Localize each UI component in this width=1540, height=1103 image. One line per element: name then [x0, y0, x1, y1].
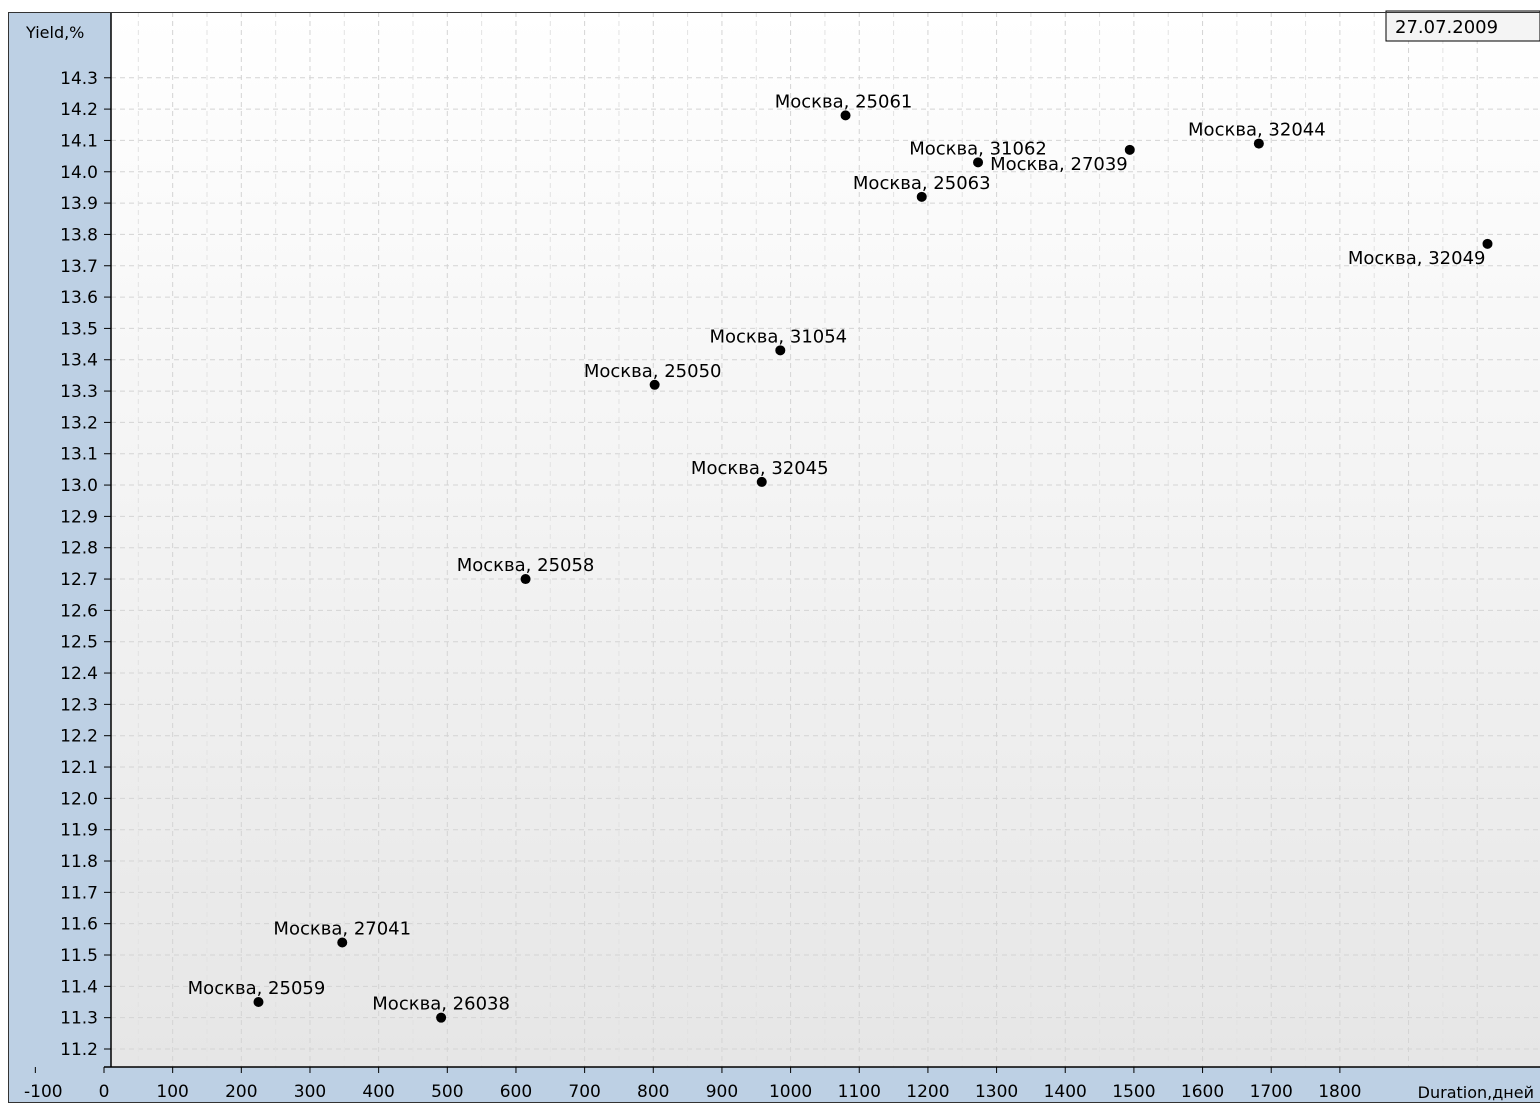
x-tick-label: 1000 [769, 1082, 812, 1102]
point-label: Москва, 32044 [1188, 120, 1326, 141]
x-axis-title: Duration,дней [1418, 1083, 1534, 1102]
x-tick-label: -100 [24, 1082, 63, 1102]
date-label: 27.07.2009 [1395, 17, 1498, 38]
y-tick-label: 12.5 [60, 633, 98, 653]
y-tick-label: 13.7 [60, 257, 98, 277]
y-tick-label: 11.7 [60, 883, 98, 903]
y-tick-label: 11.4 [60, 977, 98, 997]
y-tick-label: 12.4 [60, 664, 98, 684]
y-tick-label: 11.5 [60, 946, 98, 966]
y-tick-label: 12.7 [60, 570, 98, 590]
data-point [973, 157, 984, 168]
plot-area [111, 12, 1540, 1067]
x-tick-label: 1800 [1318, 1082, 1361, 1102]
y-axis-title: Yield,% [25, 23, 84, 42]
x-tick-label: 600 [500, 1082, 532, 1102]
point-label: Москва, 25050 [584, 361, 722, 382]
data-point [520, 574, 531, 585]
y-tick-label: 13.5 [60, 319, 98, 339]
y-tick-label: 11.3 [60, 1009, 98, 1029]
date-box [1385, 10, 1540, 42]
x-tick-label: 300 [294, 1082, 326, 1102]
data-point [337, 937, 348, 948]
y-tick-label: 13.3 [60, 382, 98, 402]
data-point [1253, 138, 1264, 149]
y-tick-label: 12.1 [60, 758, 98, 778]
point-label: Москва, 31054 [709, 326, 847, 347]
point-label: Москва, 25058 [457, 555, 595, 576]
point-label: Москва, 25063 [853, 173, 991, 194]
y-tick-label: 12.8 [60, 539, 98, 559]
x-tick-label: 1200 [906, 1082, 949, 1102]
y-tick-label: 11.2 [60, 1040, 98, 1060]
y-tick-label: 13.1 [60, 445, 98, 465]
x-tick-label: 1300 [975, 1082, 1018, 1102]
y-tick-label: 11.6 [60, 915, 98, 935]
x-tick-label: 1600 [1181, 1082, 1224, 1102]
point-label: Москва, 27039 [990, 154, 1128, 175]
data-point [840, 110, 851, 121]
y-tick-label: 13.8 [60, 225, 98, 245]
data-point [756, 476, 767, 487]
y-tick-label: 13.2 [60, 413, 98, 433]
x-tick-label: 400 [362, 1082, 394, 1102]
x-tick-label: 700 [568, 1082, 600, 1102]
y-tick-label: 12.6 [60, 601, 98, 621]
y-tick-label: 12.3 [60, 695, 98, 715]
point-label: Москва, 27041 [273, 918, 411, 939]
y-tick-label: 14.1 [60, 131, 98, 151]
y-tick-label: 11.8 [60, 852, 98, 872]
x-tick-label: 1500 [1112, 1082, 1155, 1102]
point-label: Москва, 25059 [188, 978, 326, 999]
point-label: Москва, 32045 [691, 458, 829, 479]
y-tick-label: 13.4 [60, 351, 98, 371]
point-label: Москва, 31062 [909, 138, 1047, 159]
y-tick-label: 12.2 [60, 727, 98, 747]
data-point [1124, 144, 1135, 155]
x-tick-label: 1700 [1250, 1082, 1293, 1102]
data-point [253, 997, 264, 1008]
y-tick-label: 13.0 [60, 476, 98, 496]
y-tick-label: 12.9 [60, 507, 98, 527]
data-point [649, 379, 660, 390]
point-label: Москва, 32049 [1348, 248, 1486, 269]
data-point [1482, 238, 1493, 249]
x-tick-label: 0 [99, 1082, 110, 1102]
y-tick-label: 11.9 [60, 821, 98, 841]
x-tick-label: 1400 [1044, 1082, 1087, 1102]
point-label: Москва, 25061 [775, 91, 913, 112]
y-tick-label: 14.3 [60, 69, 98, 89]
x-tick-label: 500 [431, 1082, 463, 1102]
grid-lines [111, 12, 1540, 1067]
x-tick-label: 800 [637, 1082, 669, 1102]
x-tick-label: 1100 [838, 1082, 881, 1102]
y-tick-label: 13.9 [60, 194, 98, 214]
y-tick-label: 14.0 [60, 163, 98, 183]
axes [34, 12, 1540, 1073]
x-tick-label: 100 [156, 1082, 188, 1102]
data-point [916, 191, 927, 202]
y-tick-label: 12.0 [60, 789, 98, 809]
data-point [436, 1012, 447, 1023]
y-axis-band [8, 12, 111, 1067]
data-point [775, 345, 786, 356]
x-axis-band [8, 1067, 1540, 1103]
tick-labels: 11.2 11.3 11.4 11.5 11.6 11.7 11.8 11.9 12.0 12.1… [24, 69, 1361, 1102]
x-tick-label: 200 [225, 1082, 257, 1102]
x-tick-label: 900 [706, 1082, 738, 1102]
point-label: Москва, 26038 [372, 994, 510, 1015]
y-tick-label: 14.2 [60, 100, 98, 120]
y-tick-label: 13.6 [60, 288, 98, 308]
